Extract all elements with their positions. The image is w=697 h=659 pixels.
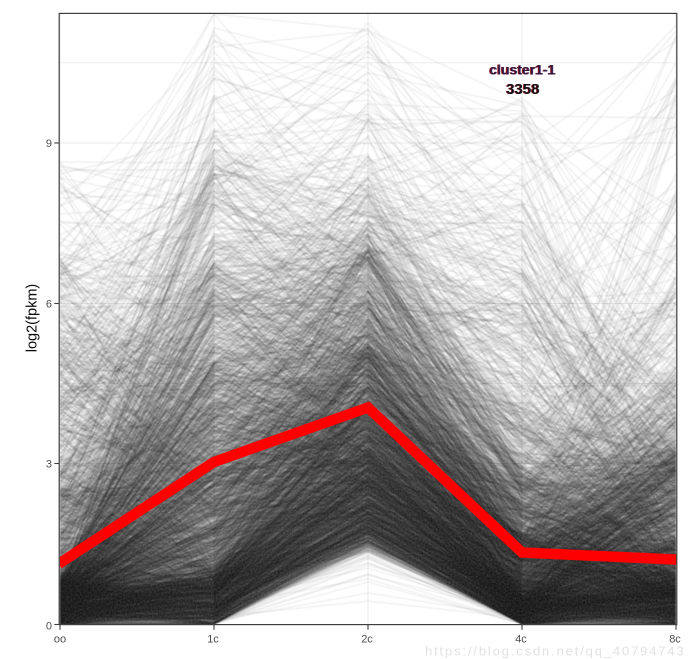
svg-text:2c: 2c: [361, 634, 373, 646]
svg-text:3358: 3358: [506, 81, 539, 98]
svg-text:cluster1-1: cluster1-1: [489, 61, 555, 77]
svg-text:0: 0: [46, 620, 52, 632]
svg-text:6: 6: [46, 298, 52, 310]
svg-text:cluster1-1: cluster1-1: [490, 61, 556, 77]
svg-text:9: 9: [46, 138, 52, 150]
svg-text:4c: 4c: [515, 634, 527, 646]
svg-text:1c: 1c: [207, 634, 219, 646]
svg-text:log2(fpkm): log2(fpkm): [25, 284, 41, 353]
svg-text:oo: oo: [54, 634, 66, 646]
svg-text:3: 3: [46, 458, 52, 470]
svg-text:8c: 8c: [669, 634, 681, 646]
svg-text:3358: 3358: [506, 81, 539, 98]
svg-text:https://blog.csdn.net/qq_40794: https://blog.csdn.net/qq_40794743: [425, 644, 686, 659]
